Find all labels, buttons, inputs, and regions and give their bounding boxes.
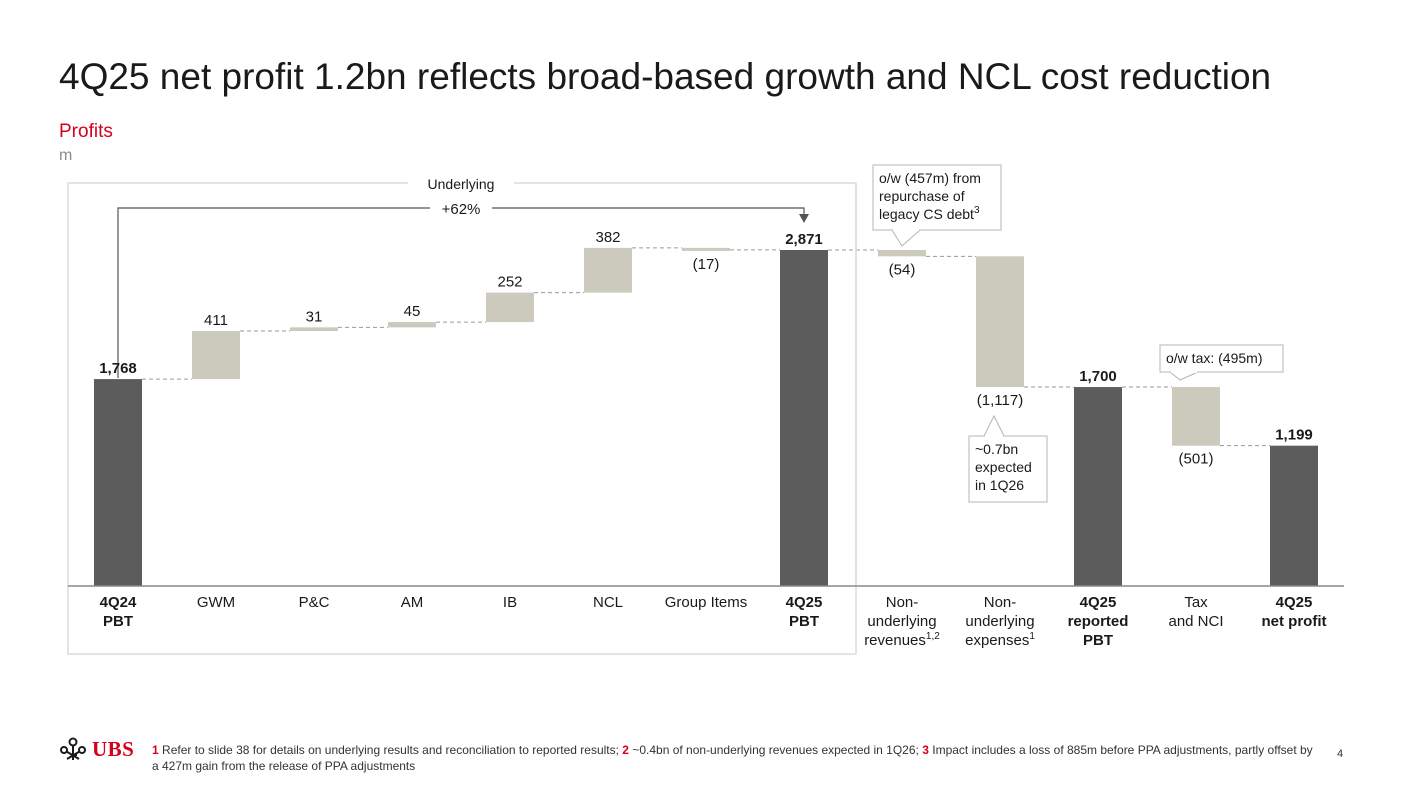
bar-9 bbox=[976, 256, 1024, 388]
footnote-2-text: ~0.4bn of non-underlying revenues expect… bbox=[632, 743, 919, 757]
category-label-12-0: 4Q25 bbox=[1276, 594, 1313, 611]
chart-subtitle: Profits bbox=[59, 121, 113, 142]
category-superscript-9: 1 bbox=[1029, 631, 1035, 642]
growth-arrow-left-line bbox=[117, 207, 430, 378]
ubs-logo: UBS bbox=[58, 736, 134, 762]
footnote-1-text: Refer to slide 38 for details on underly… bbox=[162, 743, 619, 757]
category-label-1-0: GWM bbox=[197, 594, 235, 611]
category-label-11-1: and NCI bbox=[1168, 613, 1223, 630]
value-label-0: 1,768 bbox=[99, 360, 137, 377]
value-label-11: (501) bbox=[1178, 451, 1213, 468]
keys-icon bbox=[60, 737, 86, 760]
bar-8 bbox=[878, 250, 926, 257]
bar-0 bbox=[94, 379, 142, 586]
category-label-7-1: PBT bbox=[789, 613, 819, 630]
category-label-0-0: 4Q24 bbox=[100, 594, 137, 611]
value-label-5: 382 bbox=[595, 229, 620, 246]
callout-2-line-0: o/w tax: (495m) bbox=[1166, 350, 1262, 366]
footnote-2-number: 2 bbox=[622, 743, 629, 757]
category-label-7-0: 4Q25 bbox=[786, 594, 823, 611]
category-label-4-0: IB bbox=[503, 594, 517, 611]
category-label-5-0: NCL bbox=[593, 594, 623, 611]
category-label-6-0: Group Items bbox=[665, 594, 748, 611]
value-label-4: 252 bbox=[497, 274, 522, 291]
callout-tail-1 bbox=[983, 414, 1005, 437]
category-label-10-1: reported bbox=[1068, 613, 1129, 630]
callout-tail-2 bbox=[1169, 371, 1199, 381]
callout-box-0 bbox=[872, 164, 1002, 231]
category-label-9-0: Non- bbox=[984, 594, 1017, 611]
value-label-7: 2,871 bbox=[785, 231, 823, 248]
value-label-12: 1,199 bbox=[1275, 427, 1313, 444]
category-label-12-1: net profit bbox=[1262, 613, 1327, 630]
logo-wordmark: UBS bbox=[92, 736, 135, 761]
bar-2 bbox=[290, 327, 338, 331]
callout-box-1 bbox=[968, 435, 1048, 503]
value-label-8: (54) bbox=[889, 261, 916, 278]
growth-arrow-head-icon bbox=[799, 214, 809, 223]
bar-12 bbox=[1270, 445, 1318, 586]
bar-11 bbox=[1172, 387, 1220, 446]
slide-title: 4Q25 net profit 1.2bn reflects broad-bas… bbox=[59, 56, 1272, 97]
callout-0-line-0: o/w (457m) from bbox=[879, 170, 981, 186]
category-label-2-0: P&C bbox=[299, 594, 330, 611]
category-label-11-0: Tax bbox=[1184, 594, 1208, 611]
growth-label: +62% bbox=[442, 201, 481, 218]
footnote-3-text: Impact includes a loss of 885m before PP… bbox=[152, 743, 1313, 773]
category-label-8-2: revenues1,2 bbox=[864, 631, 940, 649]
bar-1 bbox=[192, 330, 240, 380]
category-label-3-0: AM bbox=[401, 594, 424, 611]
bar-3 bbox=[388, 322, 436, 328]
value-label-2: 31 bbox=[306, 308, 323, 325]
callout-0-line-2: legacy CS debt3 bbox=[879, 205, 980, 222]
underlying-box bbox=[67, 182, 857, 655]
footnotes: 1 Refer to slide 38 for details on under… bbox=[152, 742, 1317, 774]
callout-1-line-0: ~0.7bn bbox=[975, 441, 1018, 457]
category-label-10-0: 4Q25 bbox=[1080, 594, 1117, 611]
callout-box-2 bbox=[1159, 344, 1284, 373]
page-number: 4 bbox=[1337, 748, 1344, 760]
category-label-9-2: expenses1 bbox=[965, 631, 1035, 649]
value-label-10: 1,700 bbox=[1079, 368, 1117, 385]
bar-7 bbox=[780, 250, 828, 586]
bar-5 bbox=[584, 247, 632, 293]
growth-arrow-right-line bbox=[492, 207, 805, 218]
bar-6 bbox=[682, 247, 730, 251]
callout-1-line-2: in 1Q26 bbox=[975, 477, 1024, 493]
value-label-1: 411 bbox=[204, 312, 228, 329]
underlying-label: Underlying bbox=[428, 176, 495, 192]
callout-1-line-1: expected bbox=[975, 459, 1032, 475]
footnote-1-number: 1 bbox=[152, 743, 159, 757]
footnote-3-number: 3 bbox=[922, 743, 929, 757]
value-label-9: (1,117) bbox=[977, 392, 1023, 409]
underlying-label-bg bbox=[408, 172, 514, 194]
category-label-8-0: Non- bbox=[886, 594, 919, 611]
callout-0-superscript: 3 bbox=[974, 205, 980, 216]
category-label-8-1: underlying bbox=[867, 613, 936, 630]
bar-10 bbox=[1074, 387, 1122, 586]
category-label-10-2: PBT bbox=[1083, 632, 1113, 649]
category-label-9-1: underlying bbox=[965, 613, 1034, 630]
category-superscript-8: 1,2 bbox=[926, 631, 940, 642]
callout-0-line-1: repurchase of bbox=[879, 188, 965, 204]
bar-4 bbox=[486, 292, 534, 323]
value-label-3: 45 bbox=[404, 303, 421, 320]
category-label-0-1: PBT bbox=[103, 613, 133, 630]
callout-tail-0 bbox=[891, 229, 921, 247]
value-label-6: (17) bbox=[693, 256, 720, 273]
chart-unit: m bbox=[59, 147, 73, 164]
